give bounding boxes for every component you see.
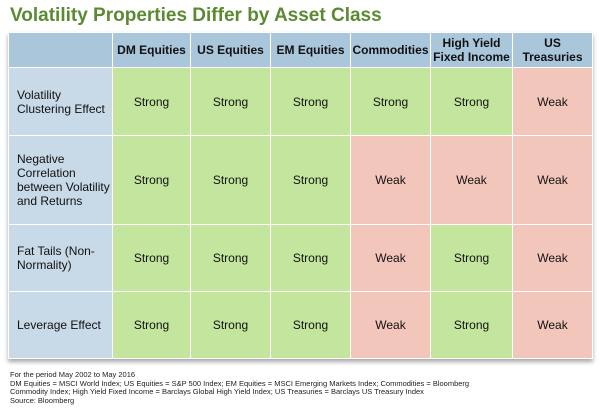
footnote-source: Source: Bloomberg [10, 395, 75, 405]
rating-cell: Strong [112, 135, 191, 225]
table-row: Fat Tails (Non-Normality) Strong Strong Str… [8, 224, 593, 292]
header-cell: EM Equities [270, 32, 351, 68]
row-label: Volatility Clustering Effect [8, 67, 113, 136]
header-cell: US Equities [190, 32, 271, 68]
rating-cell: Weak [512, 291, 593, 359]
header-cell [8, 32, 113, 68]
header-cell: High Yield Fixed Income [430, 32, 513, 68]
rating-cell: Strong [112, 224, 191, 292]
table-row: Volatility Clustering Effect Strong Strong… [8, 67, 593, 136]
rating-cell: Weak [350, 291, 431, 359]
rating-cell: Strong [190, 224, 271, 292]
header-cell: US Treasuries [512, 32, 593, 68]
header-row: DM Equities US Equities EM Equities Comm… [8, 32, 593, 68]
header-cell: DM Equities [112, 32, 191, 68]
footnote-period: For the period May 2002 to May 2016 [10, 370, 136, 379]
rating-cell: Strong [430, 291, 513, 359]
rating-cell: Strong [270, 224, 351, 292]
rating-cell: Strong [430, 67, 513, 136]
rating-cell: Strong [190, 135, 271, 225]
rating-cell: Weak [512, 67, 593, 136]
rating-cell: Weak [512, 224, 593, 292]
rating-cell: Weak [512, 135, 593, 225]
rating-cell: Strong [270, 135, 351, 225]
rating-cell: Strong [270, 291, 351, 359]
footnote-indices: DM Equities = MSCI World Index; US Equit… [10, 378, 470, 397]
rating-cell: Weak [350, 224, 431, 292]
footnotes: For the period May 2002 to May 2016 DM E… [10, 370, 500, 405]
rating-cell: Strong [112, 291, 191, 359]
rating-cell: Strong [270, 67, 351, 136]
asset-class-table: DM Equities US Equities EM Equities Comm… [8, 32, 593, 359]
rating-cell: Strong [190, 67, 271, 136]
page-title: Volatility Properties Differ by Asset Cl… [10, 5, 382, 26]
rating-cell: Strong [190, 291, 271, 359]
rating-cell: Strong [112, 67, 191, 136]
table-row: Leverage Effect Strong Strong Strong Weak Str… [8, 291, 593, 359]
rating-cell: Strong [430, 224, 513, 292]
rating-cell: Weak [350, 135, 431, 225]
row-label: Leverage Effect [8, 291, 113, 359]
header-cell: Commodities [350, 32, 431, 68]
table-row: Negative Correlation between Volatility … [8, 135, 593, 225]
row-label: Negative Correlation between Volatility … [8, 135, 113, 225]
rating-cell: Weak [430, 135, 513, 225]
row-label: Fat Tails (Non-Normality) [8, 224, 113, 292]
rating-cell: Strong [350, 67, 431, 136]
